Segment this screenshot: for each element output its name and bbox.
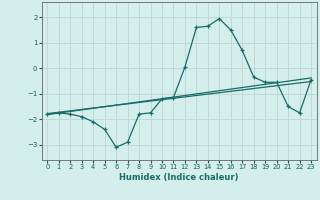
X-axis label: Humidex (Indice chaleur): Humidex (Indice chaleur) <box>119 173 239 182</box>
